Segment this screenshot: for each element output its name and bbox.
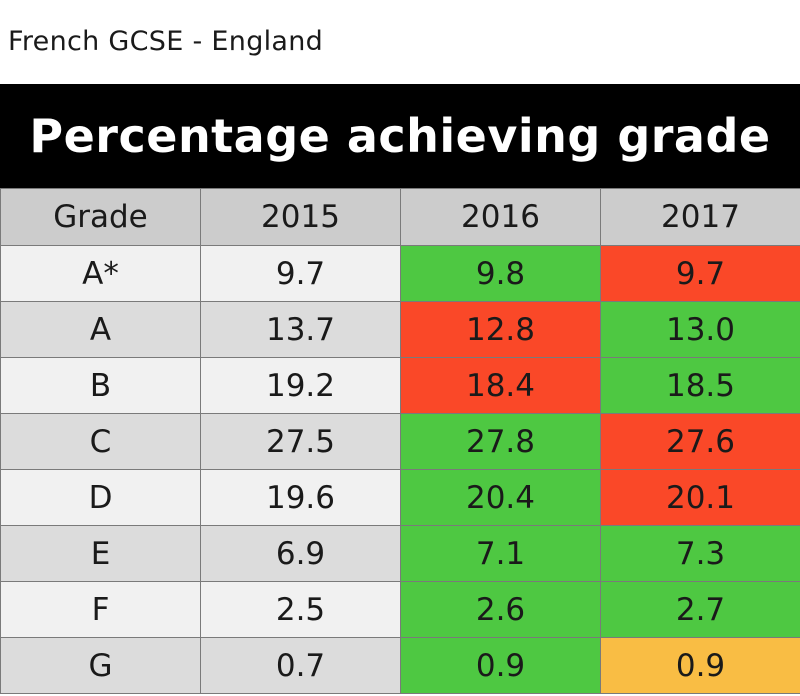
grade-cell: A* <box>0 245 201 302</box>
value-cell-2015: 6.9 <box>200 525 401 582</box>
value-cell-2017: 7.3 <box>600 525 800 582</box>
value-cell-2017: 13.0 <box>600 301 800 358</box>
value-cell-2015: 19.6 <box>200 469 401 526</box>
table-row: E 6.9 7.1 7.3 <box>0 525 800 582</box>
table-row: A* 9.7 9.8 9.7 <box>0 245 800 302</box>
value-cell-2017: 18.5 <box>600 357 800 414</box>
column-header-2016: 2016 <box>400 188 601 246</box>
value-cell-2017: 0.9 <box>600 637 800 694</box>
value-cell-2015: 9.7 <box>200 245 401 302</box>
grade-cell: E <box>0 525 201 582</box>
table-title: Percentage achieving grade <box>29 109 771 163</box>
column-header-2015: 2015 <box>200 188 401 246</box>
value-cell-2016: 27.8 <box>400 413 601 470</box>
grade-cell: B <box>0 357 201 414</box>
header-row: Grade 2015 2016 2017 <box>0 188 800 246</box>
table-row: B 19.2 18.4 18.5 <box>0 357 800 414</box>
table-row: G 0.7 0.9 0.9 <box>0 637 800 694</box>
value-cell-2017: 9.7 <box>600 245 800 302</box>
table-row: F 2.5 2.6 2.7 <box>0 581 800 638</box>
grade-cell: A <box>0 301 201 358</box>
column-header-grade: Grade <box>0 188 201 246</box>
table-row: A 13.7 12.8 13.0 <box>0 301 800 358</box>
grade-cell: G <box>0 637 201 694</box>
grade-cell: F <box>0 581 201 638</box>
value-cell-2016: 0.9 <box>400 637 601 694</box>
value-cell-2016: 9.8 <box>400 245 601 302</box>
value-cell-2015: 0.7 <box>200 637 401 694</box>
value-cell-2015: 27.5 <box>200 413 401 470</box>
table-row: C 27.5 27.8 27.6 <box>0 413 800 470</box>
value-cell-2017: 2.7 <box>600 581 800 638</box>
grade-cell: D <box>0 469 201 526</box>
value-cell-2016: 18.4 <box>400 357 601 414</box>
grade-table: Grade 2015 2016 2017 A* 9.7 9.8 9.7 A 13.7 12.… <box>0 188 800 694</box>
value-cell-2015: 2.5 <box>200 581 401 638</box>
value-cell-2015: 13.7 <box>200 301 401 358</box>
table-row: D 19.6 20.4 20.1 <box>0 469 800 526</box>
value-cell-2016: 12.8 <box>400 301 601 358</box>
page-subtitle: French GCSE - England <box>8 26 324 57</box>
value-cell-2017: 20.1 <box>600 469 800 526</box>
value-cell-2016: 2.6 <box>400 581 601 638</box>
value-cell-2017: 27.6 <box>600 413 800 470</box>
table-title-bar: Percentage achieving grade <box>0 84 800 188</box>
value-cell-2015: 19.2 <box>200 357 401 414</box>
value-cell-2016: 20.4 <box>400 469 601 526</box>
value-cell-2016: 7.1 <box>400 525 601 582</box>
column-header-2017: 2017 <box>600 188 800 246</box>
grade-cell: C <box>0 413 201 470</box>
table-body: A* 9.7 9.8 9.7 A 13.7 12.8 13.0 B 19.2 18.4 18.5 C 27… <box>0 245 800 694</box>
